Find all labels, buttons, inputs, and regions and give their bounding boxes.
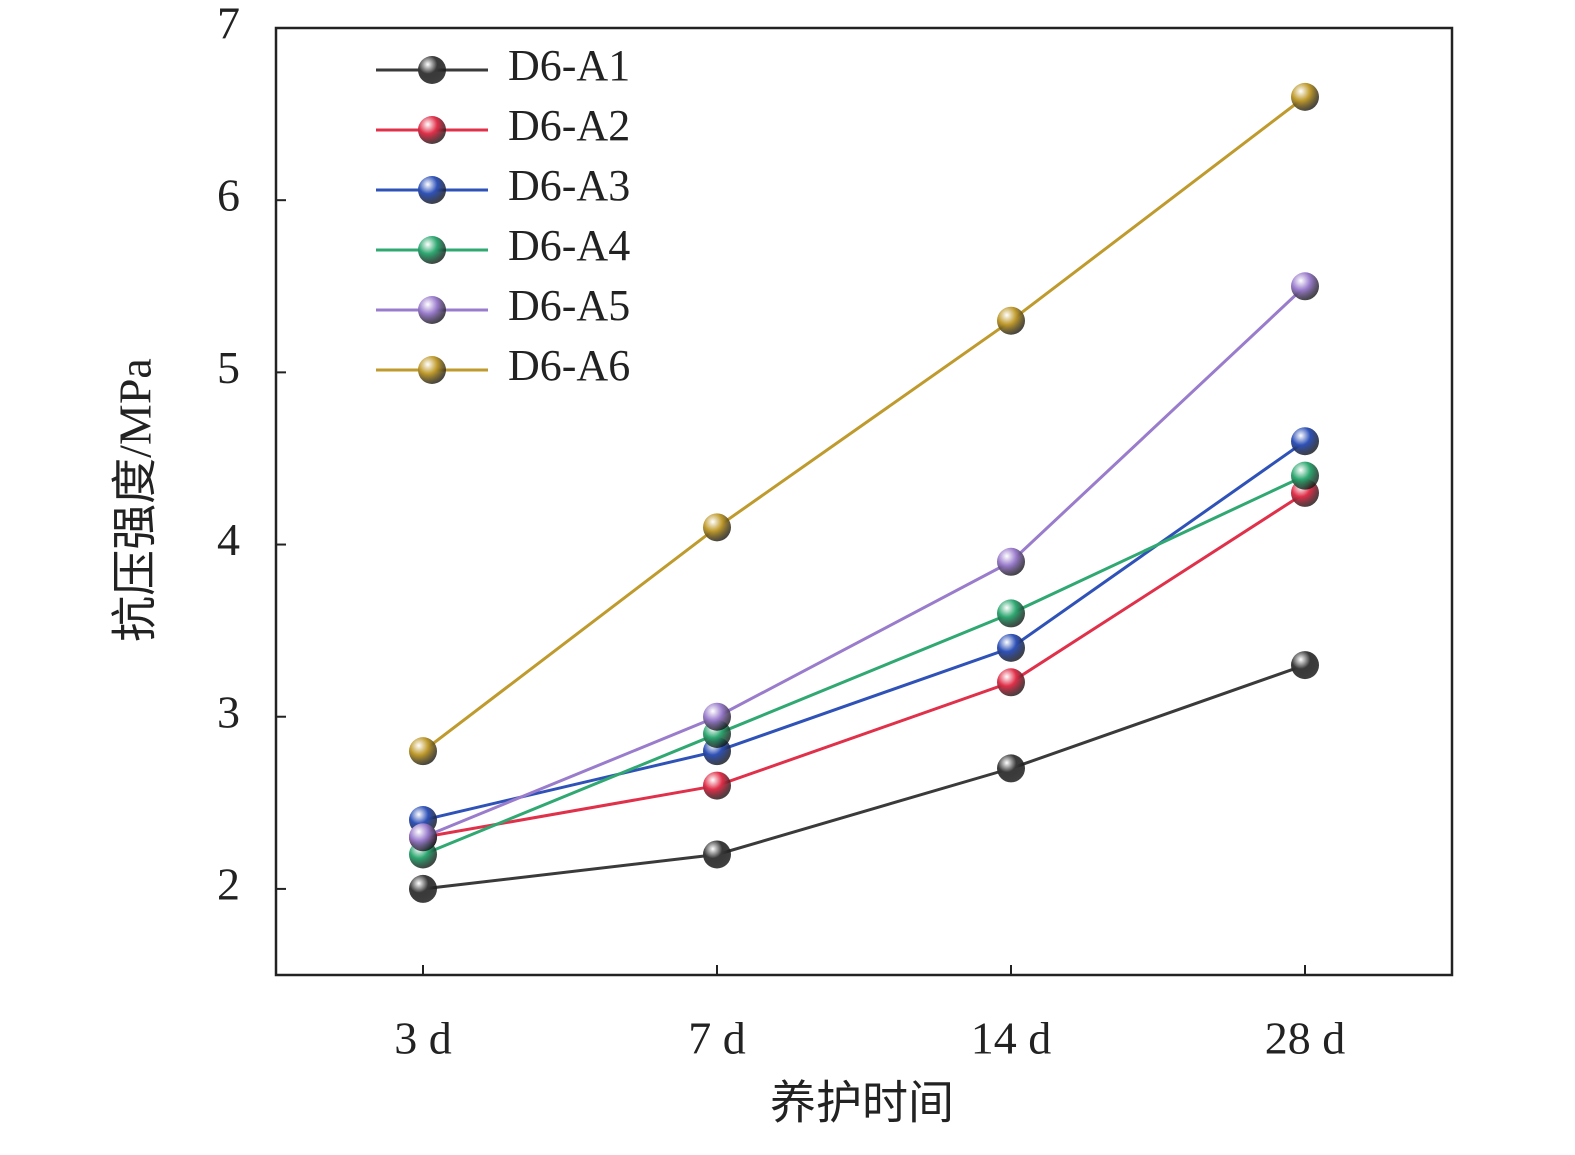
y-axis-label: 抗压强度/MPa xyxy=(110,358,161,642)
series-line xyxy=(422,285,1307,839)
data-point xyxy=(703,702,731,731)
legend-label: D6-A2 xyxy=(508,101,630,150)
plot-frame xyxy=(274,26,1454,977)
legend-label: D6-A5 xyxy=(508,281,630,330)
data-point xyxy=(703,840,731,869)
series-line xyxy=(422,491,1306,839)
data-point xyxy=(997,668,1025,697)
data-point xyxy=(1291,651,1319,680)
data-point xyxy=(997,754,1025,783)
x-tick-label: 14 d xyxy=(971,1013,1052,1064)
legend-label: D6-A4 xyxy=(508,221,630,270)
data-point xyxy=(1291,82,1319,111)
data-point xyxy=(409,874,437,903)
x-tick-label: 3 d xyxy=(394,1013,452,1064)
series-line xyxy=(422,440,1306,822)
legend-label: D6-A1 xyxy=(508,41,630,90)
y-tick-label: 2 xyxy=(217,858,240,909)
x-tick-label: 28 d xyxy=(1265,1013,1346,1064)
legend-marker xyxy=(418,356,446,384)
data-point xyxy=(409,737,437,766)
legend-label: D6-A6 xyxy=(508,341,630,390)
legend-marker xyxy=(418,296,446,324)
series-line xyxy=(422,663,1306,891)
data-point xyxy=(703,513,731,542)
data-point xyxy=(1291,427,1319,456)
y-tick-label: 3 xyxy=(217,686,240,737)
data-point xyxy=(997,547,1025,576)
y-tick-label: 7 xyxy=(217,0,240,49)
data-point xyxy=(997,599,1025,628)
x-axis-label: 养护时间 xyxy=(770,1078,954,1129)
series-line xyxy=(422,95,1306,753)
legend-marker xyxy=(418,236,446,264)
legend-marker xyxy=(418,56,446,84)
legend-label: D6-A3 xyxy=(508,161,630,210)
data-point xyxy=(1291,272,1319,301)
data-point xyxy=(997,306,1025,335)
legend-marker xyxy=(418,176,446,204)
legend-marker xyxy=(418,116,446,144)
x-tick-label: 7 d xyxy=(688,1013,746,1064)
y-tick-label: 5 xyxy=(217,342,240,393)
y-tick-label: 6 xyxy=(217,170,240,221)
data-point xyxy=(1291,461,1319,490)
data-point xyxy=(409,823,437,852)
data-point xyxy=(703,771,731,800)
data-point xyxy=(997,633,1025,662)
y-tick-label: 4 xyxy=(217,514,240,565)
series-line xyxy=(422,474,1306,856)
